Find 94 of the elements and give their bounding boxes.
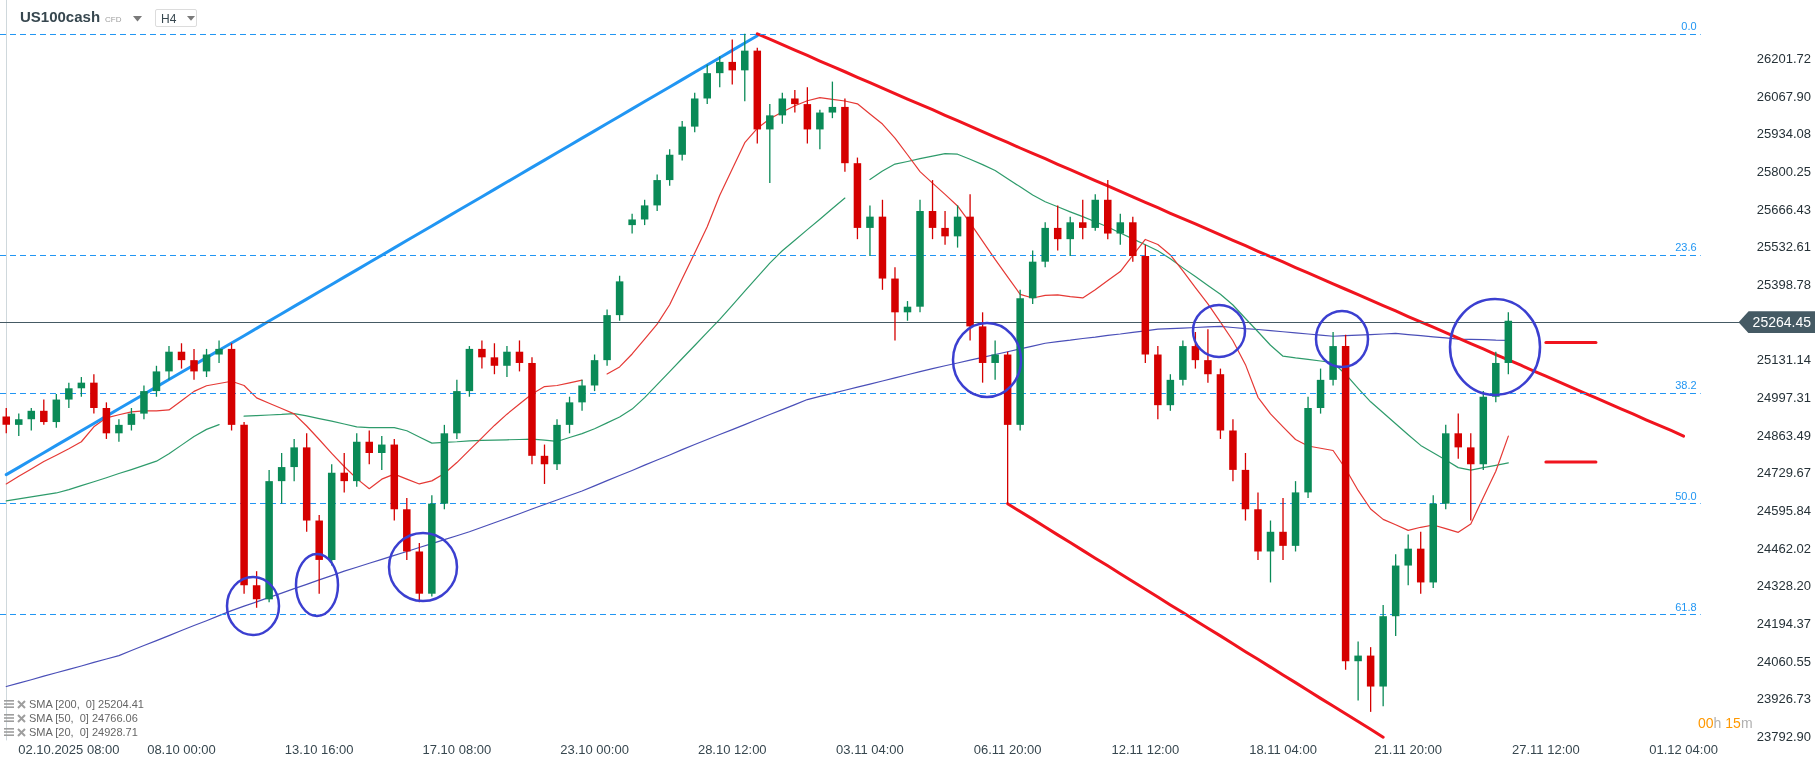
candlestick	[578, 379, 586, 412]
x-tick-label: 28.10 12:00	[697, 742, 767, 757]
candlestick	[515, 339, 524, 373]
annotation: SMA [20, 0] 24928.71	[29, 726, 138, 738]
candlestick	[215, 339, 223, 364]
candlestick	[252, 570, 261, 609]
candlestick	[565, 396, 574, 434]
text: US100cash	[20, 8, 101, 25]
text: CFD	[105, 15, 122, 24]
candlestick	[127, 407, 136, 432]
candlestick	[778, 92, 787, 125]
candlestick	[941, 210, 949, 246]
candlestick	[1354, 640, 1362, 702]
x-tick-label: 02.10.2025 08:00	[18, 742, 120, 757]
y-tick-label: 25131.14	[1756, 352, 1811, 368]
candlestick	[340, 452, 348, 494]
annotation: 00h 15m	[1698, 715, 1753, 731]
y-tick-label: 24194.37	[1756, 615, 1811, 631]
candlestick	[766, 103, 774, 184]
candlestick	[1467, 432, 1475, 522]
y-tick-label: 24595.84	[1756, 502, 1811, 518]
candlestick	[65, 382, 73, 409]
annotation: SMA [200, 0] 25204.41	[29, 698, 144, 710]
y-tick-label: 24328.20	[1756, 578, 1811, 594]
candlestick	[165, 345, 173, 381]
y-tick-label: 23792.90	[1756, 728, 1811, 744]
candlestick	[1279, 497, 1287, 561]
candlestick	[628, 213, 636, 235]
x-tick-label: 06.11 20:00	[973, 742, 1042, 757]
x-tick-label: 01.12 04:00	[1649, 742, 1718, 757]
x-tick-label: 21.11 20:00	[1374, 742, 1443, 757]
y-tick-label: 25934.08	[1756, 126, 1811, 142]
candlestick	[1266, 519, 1275, 584]
candlestick	[2, 407, 11, 434]
candlestick	[953, 204, 962, 249]
candlestick	[40, 398, 48, 426]
y-tick-label: 26201.72	[1756, 51, 1811, 67]
candlestick	[52, 393, 61, 429]
candlestick	[1116, 213, 1125, 246]
annotation: 23.6	[1675, 241, 1697, 256]
x-tick-label: 13.10 16:00	[284, 742, 354, 757]
candlestick	[478, 339, 486, 370]
y-tick-label: 23926.73	[1756, 691, 1811, 707]
candlestick	[277, 452, 286, 505]
candlestick	[140, 384, 148, 420]
x-tick-label: 03.11 04:00	[836, 742, 904, 757]
y-tick-label: 25532.61	[1756, 239, 1811, 255]
candlestick	[15, 412, 23, 437]
candlestick	[715, 55, 724, 88]
x-tick-label: 17.10 08:00	[422, 742, 492, 757]
annotation: SMA [50, 0] 24766.06	[29, 712, 138, 724]
y-tick-label: 24997.31	[1756, 389, 1811, 405]
annotation: 61.8	[1675, 600, 1697, 615]
candlestick	[290, 438, 298, 482]
candlestick	[928, 179, 937, 240]
candlestick	[1078, 199, 1087, 240]
y-tick-label: 24863.49	[1756, 427, 1811, 443]
candlestick	[490, 342, 499, 375]
x-tick-label: 23.10 00:00	[560, 742, 629, 757]
y-tick-label: 25800.25	[1756, 164, 1811, 180]
candlestick	[1454, 412, 1463, 460]
y-tick-label: 26067.90	[1756, 88, 1811, 104]
candlestick	[791, 89, 799, 114]
ref-line-label: 25264.45	[1738, 311, 1815, 334]
annotation: H4	[161, 12, 177, 26]
candlestick	[991, 339, 999, 381]
x-tick-label: 12.11 12:00	[1111, 742, 1180, 757]
y-tick-label: 24462.02	[1756, 540, 1811, 556]
annotation: 0.0	[1681, 19, 1697, 34]
candlestick	[503, 345, 511, 378]
y-tick-label: 25398.78	[1756, 277, 1811, 293]
x-tick-label: 18.11 04:00	[1249, 742, 1317, 757]
candlestick	[1404, 533, 1412, 586]
y-tick-label: 25666.43	[1756, 201, 1811, 217]
line-series	[1006, 502, 1385, 739]
candlestick	[1066, 216, 1074, 257]
candlestick	[828, 80, 837, 119]
candlestick	[115, 418, 123, 443]
candlestick	[866, 204, 874, 257]
candlestick	[365, 429, 374, 465]
candlestick	[1204, 328, 1212, 384]
candlestick	[378, 435, 386, 471]
y-tick-label: 24729.67	[1756, 465, 1811, 481]
x-tick-label: 08.10 00:00	[147, 742, 216, 757]
candlestick	[816, 109, 824, 150]
y-tick-label: 24060.55	[1756, 653, 1811, 669]
annotation: 50.0	[1675, 489, 1697, 504]
annotation: 38.2	[1675, 378, 1697, 393]
candlestick	[1053, 204, 1062, 252]
candlestick	[152, 365, 161, 398]
candlestick	[640, 199, 649, 226]
x-tick-label: 27.11 12:00	[1512, 742, 1580, 757]
candlestick	[190, 348, 198, 381]
candlestick	[741, 33, 749, 102]
